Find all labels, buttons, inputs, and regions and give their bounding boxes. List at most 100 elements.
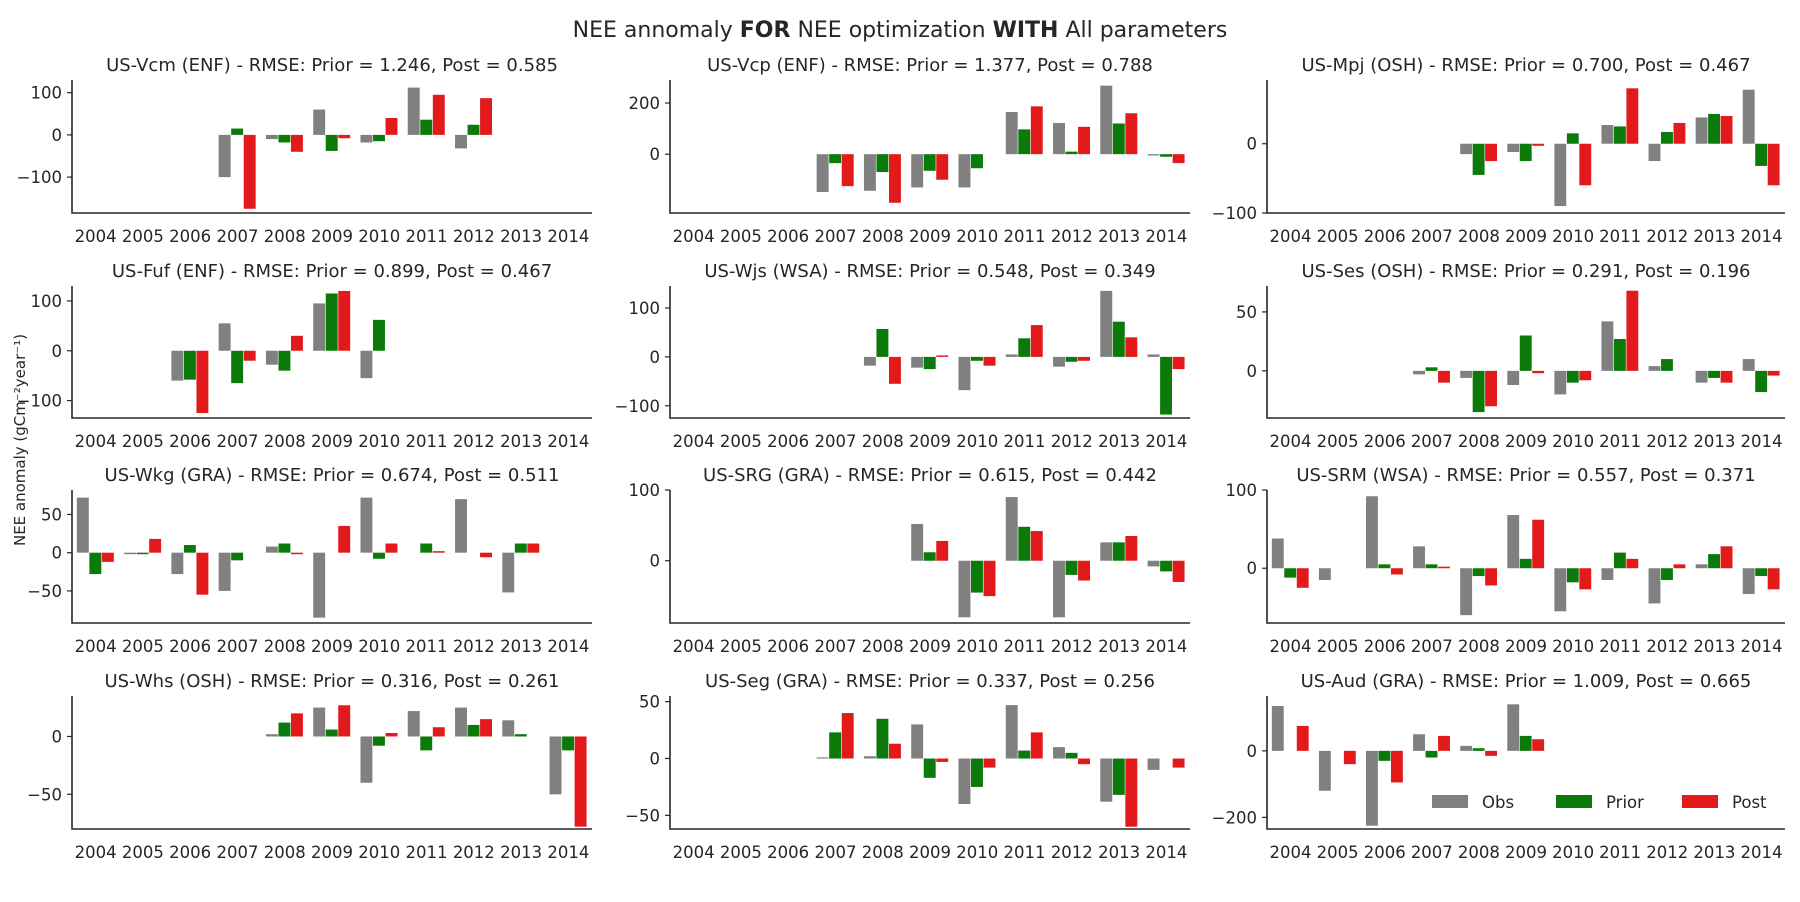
x-tick-label: 2005: [720, 227, 762, 246]
bar-post: [936, 540, 949, 561]
x-tick-label: 2014: [1145, 843, 1187, 862]
bar-obs: [1742, 568, 1755, 595]
bar-prior: [1112, 542, 1125, 561]
bar-prior: [1472, 370, 1485, 413]
bar-obs: [1100, 758, 1113, 802]
bar-obs: [1005, 111, 1018, 155]
x-tick-label: 2007: [814, 637, 856, 656]
bar-obs: [1507, 515, 1520, 569]
bar-post: [1532, 143, 1545, 146]
bar-post: [290, 552, 303, 555]
subplot: US-Seg (GRA) - RMSE: Prior = 0.337, Post…: [625, 671, 1190, 862]
bar-obs: [1271, 705, 1284, 751]
y-tick-label: 100: [1226, 481, 1258, 500]
bar-post: [1485, 568, 1498, 586]
axis-spine: [669, 286, 1190, 419]
bar-post: [1626, 290, 1639, 371]
bar-obs: [407, 711, 420, 737]
x-tick-label: 2004: [75, 843, 117, 862]
bar-obs: [313, 109, 326, 135]
x-tick-label: 2006: [767, 637, 809, 656]
axis-spine: [669, 490, 1190, 624]
bar-obs: [1147, 354, 1160, 357]
bar-prior: [183, 350, 196, 380]
legend-swatch-post: [1682, 795, 1718, 808]
bar-obs: [360, 497, 373, 553]
x-tick-label: 2013: [500, 637, 542, 656]
axis-spine: [669, 696, 1190, 830]
bar-prior: [325, 134, 338, 151]
x-tick-label: 2011: [406, 637, 448, 656]
bar-post: [1438, 566, 1450, 569]
bar-post: [888, 743, 901, 759]
legend-label: Prior: [1606, 793, 1644, 812]
x-tick-label: 2009: [311, 637, 353, 656]
bar-obs: [313, 707, 326, 737]
bar-prior: [1160, 154, 1173, 157]
bar-prior: [1613, 126, 1626, 144]
x-tick-label: 2013: [1693, 227, 1735, 246]
y-tick-label: 200: [629, 94, 661, 113]
bar-obs: [1554, 370, 1567, 395]
bar-prior: [1378, 564, 1391, 569]
bar-post: [1030, 531, 1043, 561]
bar-post: [290, 713, 303, 737]
figure-y-axis-label: NEE anomaly (gCm⁻²year⁻¹): [11, 334, 29, 546]
bar-prior: [1519, 335, 1532, 371]
x-tick-label: 2007: [814, 227, 856, 246]
bar-prior: [1018, 129, 1031, 155]
panels: US-Vcm (ENF) - RMSE: Prior = 1.246, Post…: [17, 55, 1785, 862]
bar-post: [243, 350, 256, 361]
bar-obs: [124, 552, 137, 555]
x-tick-label: 2012: [1646, 432, 1688, 451]
bar-obs: [313, 303, 326, 351]
bar-post: [1579, 143, 1592, 186]
x-tick-label: 2004: [673, 637, 715, 656]
bar-prior: [1065, 151, 1078, 155]
x-tick-label: 2012: [1051, 637, 1093, 656]
x-tick-label: 2008: [1458, 227, 1500, 246]
bar-obs: [407, 87, 420, 135]
bar-post: [385, 733, 398, 737]
suptitle-part-bold: WITH: [993, 18, 1059, 43]
x-tick-label: 2010: [358, 432, 400, 451]
bar-prior: [562, 736, 575, 751]
subplot: US-Whs (OSH) - RMSE: Prior = 0.316, Post…: [27, 671, 592, 862]
x-tick-label: 2009: [1505, 843, 1547, 862]
bar-obs: [218, 552, 231, 591]
axis-spine: [71, 286, 592, 419]
bar-post: [1438, 735, 1450, 751]
x-tick-label: 2013: [500, 432, 542, 451]
x-tick-label: 2006: [767, 843, 809, 862]
bar-post: [1390, 750, 1403, 783]
bar-prior: [923, 356, 936, 370]
y-tick-label: 50: [639, 693, 660, 712]
x-tick-label: 2007: [1411, 227, 1453, 246]
bar-prior: [278, 722, 291, 737]
bar-prior: [1472, 748, 1485, 751]
bar-post: [888, 154, 901, 203]
bar-prior: [325, 293, 338, 351]
bar-post: [480, 719, 493, 737]
bar-post: [1078, 758, 1091, 765]
x-tick-label: 2008: [264, 843, 306, 862]
bar-obs: [911, 356, 924, 368]
x-tick-label: 2014: [1740, 637, 1782, 656]
bar-obs: [911, 154, 924, 188]
x-tick-label: 2009: [909, 637, 951, 656]
bar-prior: [1425, 367, 1438, 371]
bar-obs: [218, 323, 231, 351]
y-tick-label: 0: [1247, 135, 1258, 154]
bar-post: [1579, 370, 1592, 381]
bar-obs: [1413, 546, 1425, 569]
x-tick-label: 2013: [1098, 637, 1140, 656]
y-tick-label: −100: [1212, 204, 1257, 223]
bar-obs: [1366, 496, 1378, 569]
x-tick-label: 2005: [122, 432, 164, 451]
x-tick-label: 2007: [814, 843, 856, 862]
bar-obs: [1648, 143, 1661, 162]
bar-prior: [183, 545, 196, 553]
bar-post: [385, 543, 398, 553]
bar-obs: [1100, 542, 1113, 561]
x-tick-label: 2011: [406, 432, 448, 451]
